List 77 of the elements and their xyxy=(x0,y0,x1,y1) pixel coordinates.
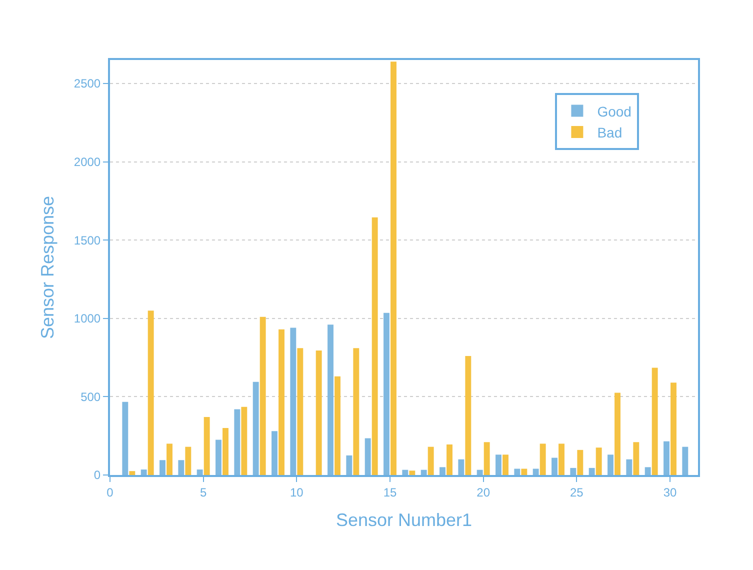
bar xyxy=(476,470,483,475)
bar xyxy=(644,467,651,475)
y-tick-label: 2000 xyxy=(74,154,101,169)
bar xyxy=(596,448,602,475)
bar xyxy=(334,376,340,475)
y-tick-label: 500 xyxy=(80,390,101,404)
bar xyxy=(465,356,472,475)
y-axis-title: Sensor Response xyxy=(38,196,58,340)
bar xyxy=(496,454,502,475)
bar xyxy=(608,454,614,475)
bar xyxy=(682,446,688,475)
bar xyxy=(409,470,416,475)
x-tick-label: 0 xyxy=(106,485,114,500)
bar xyxy=(316,350,322,475)
bar xyxy=(670,382,676,475)
bar xyxy=(166,444,172,475)
bar xyxy=(446,444,452,475)
bar xyxy=(272,431,278,475)
x-axis-title: Sensor Number1 xyxy=(336,510,472,530)
bar xyxy=(122,402,128,475)
x-tick-label: 15 xyxy=(383,485,397,500)
bar xyxy=(484,442,490,475)
x-tick-label: 10 xyxy=(290,485,304,500)
bar xyxy=(552,458,558,475)
bar xyxy=(290,328,296,475)
bar xyxy=(558,444,564,475)
bar xyxy=(252,382,259,475)
bar xyxy=(502,454,508,475)
bar xyxy=(440,467,446,475)
bar xyxy=(664,441,670,475)
bar xyxy=(204,417,210,475)
y-tick-label: 2500 xyxy=(74,76,101,91)
bar xyxy=(364,438,371,475)
x-tick-label: 20 xyxy=(476,485,490,500)
bar xyxy=(148,310,154,475)
bar xyxy=(278,329,284,475)
bar xyxy=(222,428,228,475)
bar xyxy=(588,468,595,475)
bar xyxy=(178,460,184,475)
bar xyxy=(297,348,304,475)
bar xyxy=(260,316,266,475)
bar xyxy=(577,450,584,475)
bar xyxy=(570,468,576,475)
legend-label: Bad xyxy=(597,124,622,140)
x-tick-label: 25 xyxy=(570,485,584,500)
bar xyxy=(196,470,203,475)
x-tick-label: 5 xyxy=(200,485,207,500)
bar xyxy=(626,459,632,475)
bar xyxy=(328,324,334,475)
x-tick-label: 30 xyxy=(663,485,677,500)
bar xyxy=(216,440,222,475)
bar xyxy=(234,409,240,475)
legend-label: Good xyxy=(597,103,632,120)
bar xyxy=(614,392,620,475)
bar xyxy=(372,217,378,475)
y-tick-label: 1500 xyxy=(74,233,101,248)
bar xyxy=(420,470,427,475)
bar xyxy=(129,471,136,475)
bar xyxy=(384,312,390,475)
bar xyxy=(540,444,546,475)
bar xyxy=(346,455,352,475)
bar xyxy=(185,446,192,475)
bar xyxy=(241,406,248,475)
bar xyxy=(428,446,434,475)
bar xyxy=(514,468,520,475)
bar xyxy=(521,468,528,475)
bar xyxy=(532,468,539,475)
bar xyxy=(140,470,147,475)
bar xyxy=(402,470,408,475)
y-tick-label: 1000 xyxy=(74,312,101,326)
bar xyxy=(458,459,464,475)
bar xyxy=(160,460,166,475)
y-tick-label: 0 xyxy=(94,468,101,482)
bar xyxy=(652,368,658,475)
bar xyxy=(390,62,396,475)
bar xyxy=(633,442,640,475)
bar xyxy=(353,348,360,475)
